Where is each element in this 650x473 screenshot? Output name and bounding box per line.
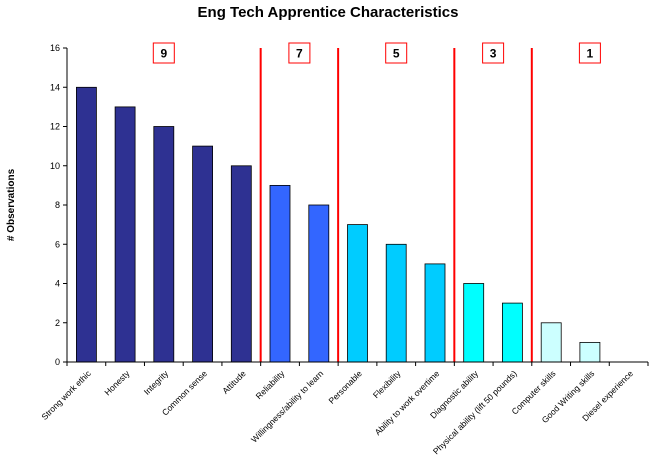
group-labels: 9 7 5 3 1 xyxy=(152,42,601,64)
x-category-label: Attitude xyxy=(220,368,248,396)
y-tick-label: 8 xyxy=(55,200,60,210)
y-tick-label: 16 xyxy=(50,43,60,53)
x-category-label: Flexibility xyxy=(371,368,403,400)
group-count-label: 7 xyxy=(296,47,303,61)
chart-title: Eng Tech Apprentice Characteristics xyxy=(198,4,459,21)
bar xyxy=(153,126,175,363)
group-count-label: 9 xyxy=(160,47,167,61)
y-tick-label: 12 xyxy=(50,122,60,132)
y-tick-label: 2 xyxy=(55,318,60,328)
bar xyxy=(230,165,252,363)
x-category-label: Reliability xyxy=(254,368,287,401)
y-tick-label: 10 xyxy=(50,161,60,171)
bar xyxy=(76,86,97,363)
y-axis-label: # Observations xyxy=(6,168,17,241)
bar xyxy=(501,302,523,363)
group-count-box xyxy=(578,42,601,64)
bar xyxy=(269,184,291,363)
bar xyxy=(192,145,214,363)
y-tick-label: 0 xyxy=(55,357,60,367)
group-count-box xyxy=(482,42,505,64)
bar xyxy=(579,341,601,363)
y-tick-label: 4 xyxy=(55,279,60,289)
y-ticks: 0 2 4 6 8 10 12 14 16 xyxy=(50,43,67,367)
x-category-labels: Strong work ethic Honesty IntegrityCommon … xyxy=(39,368,635,456)
bar xyxy=(424,263,446,363)
group-count-label: 5 xyxy=(393,47,400,61)
bar xyxy=(347,224,368,363)
group-count-box xyxy=(385,42,408,64)
group-separators xyxy=(259,48,533,362)
bar xyxy=(308,204,330,363)
bars-layer xyxy=(76,86,601,363)
x-category-label: Personable xyxy=(326,368,364,406)
x-category-label: Strong work ethic xyxy=(39,368,93,422)
bar xyxy=(540,322,562,363)
group-count-box xyxy=(152,42,175,64)
y-tick-label: 14 xyxy=(50,82,60,92)
x-category-label: Honesty xyxy=(102,368,132,398)
x-category-label: Ability to work overtime xyxy=(373,368,442,437)
y-tick-label: 6 xyxy=(55,239,60,249)
group-count-label: 1 xyxy=(587,47,594,61)
x-category-label: Integrity xyxy=(142,368,171,397)
group-count-label: 3 xyxy=(490,47,497,61)
bar xyxy=(385,243,407,363)
bar xyxy=(463,283,485,363)
x-category-label: Physical ability (lift 50 pounds) xyxy=(431,368,519,456)
x-category-label: Willingness/ability to learn xyxy=(249,368,325,444)
bar xyxy=(114,106,136,363)
group-count-box xyxy=(288,42,311,64)
